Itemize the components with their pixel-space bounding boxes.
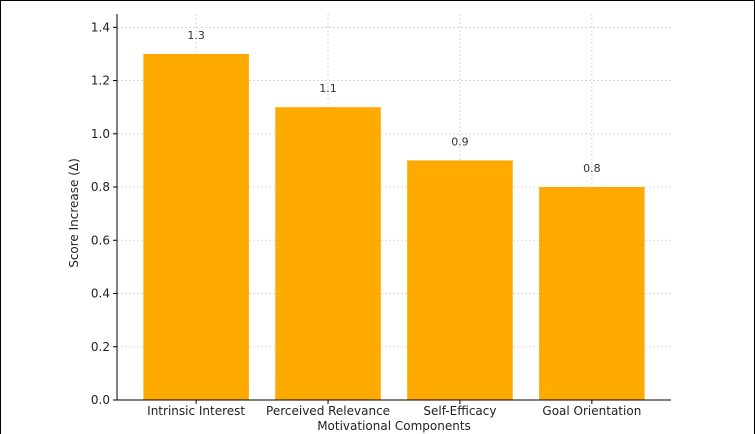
data-label: 1.1 <box>319 82 337 95</box>
x-tick-labels: Intrinsic Interest Perceived Relevance Sel… <box>147 404 641 418</box>
x-tick-label: Perceived Relevance <box>266 404 390 418</box>
y-tick-label: 0.4 <box>91 287 110 301</box>
bar <box>407 160 513 400</box>
y-tick-labels: 0.0 0.2 0.4 0.6 0.8 1.0 1.2 1.4 <box>91 20 110 407</box>
bar <box>143 53 249 401</box>
y-tick-label: 1.4 <box>91 20 110 34</box>
data-label: 0.8 <box>583 162 601 175</box>
x-tick-label: Goal Orientation <box>542 404 641 418</box>
x-tick-label: Self-Efficacy <box>423 404 496 418</box>
x-tick-label: Intrinsic Interest <box>147 404 245 418</box>
y-tick-label: 1.2 <box>91 74 110 88</box>
data-labels: 1.3 1.1 0.9 0.8 <box>187 29 600 175</box>
y-tick-label: 0.0 <box>91 393 110 407</box>
y-tick-label: 1.0 <box>91 127 110 141</box>
bar <box>275 107 381 400</box>
y-tick-label: 0.2 <box>91 340 110 354</box>
bar <box>539 187 645 400</box>
y-axis-title: Score Increase (Δ) <box>67 158 81 268</box>
x-axis-title: Motivational Components <box>317 419 471 433</box>
y-tick-label: 0.8 <box>91 180 110 194</box>
y-tick-label: 0.6 <box>91 233 110 247</box>
data-label: 1.3 <box>187 29 205 42</box>
bars <box>143 53 645 401</box>
axes <box>113 14 671 404</box>
data-label: 0.9 <box>451 135 469 148</box>
